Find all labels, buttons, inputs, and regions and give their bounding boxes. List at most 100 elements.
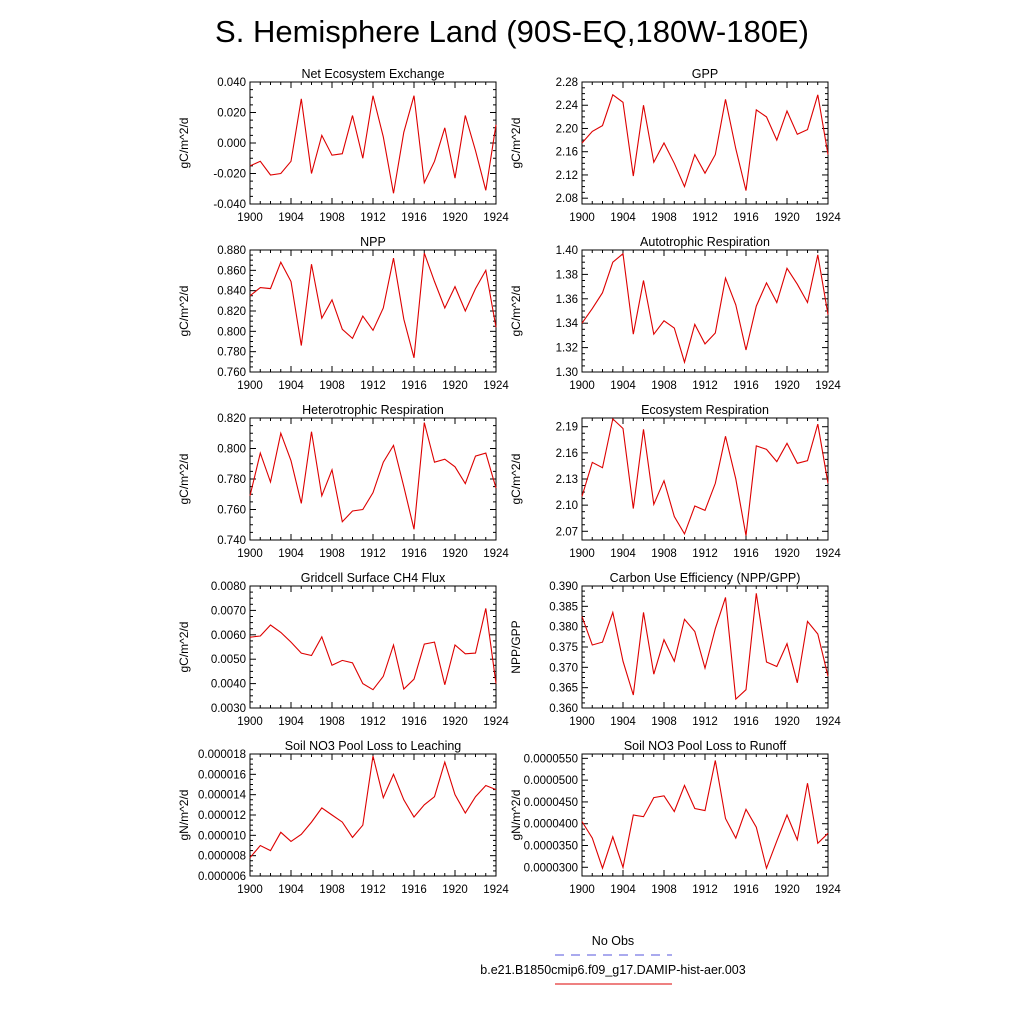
y-tick-label: 0.740 xyxy=(217,535,246,547)
y-tick-label: 2.16 xyxy=(556,448,578,460)
legend-label-obs: No Obs xyxy=(592,934,634,948)
chart-panel-1: GPP 2.28 2.24 2.20 2.16 2.12 2.08 1900 1904 1908 1… xyxy=(509,67,841,224)
y-tick-label: 2.08 xyxy=(556,193,578,205)
chart-panel-3: Autotrophic Respiration 1.40 1.38 1.36 1.34 1… xyxy=(509,235,841,392)
chart-panel-4: Heterotrophic Respiration 0.820 0.800 0.780… xyxy=(177,403,509,560)
x-tick-label: 1916 xyxy=(733,548,759,560)
x-tick-label: 1900 xyxy=(237,212,263,224)
y-tick-label: 0.000 xyxy=(217,138,246,150)
y-tick-label: 0.000018 xyxy=(198,749,246,761)
y-tick-label: 0.0000500 xyxy=(524,775,578,787)
panel-title: Ecosystem Respiration xyxy=(641,403,769,417)
x-tick-label: 1904 xyxy=(610,716,636,728)
x-tick-label: 1904 xyxy=(278,212,304,224)
x-tick-label: 1916 xyxy=(733,884,759,896)
plot-frame xyxy=(581,249,829,373)
plot-frame xyxy=(249,753,497,877)
y-tick-label: 1.34 xyxy=(556,318,579,330)
y-tick-label: 0.820 xyxy=(217,306,246,318)
x-tick-label: 1904 xyxy=(278,380,304,392)
y-tick-label: 0.860 xyxy=(217,265,246,277)
x-tick-label: 1908 xyxy=(651,548,677,560)
y-tick-label: 0.000016 xyxy=(198,769,246,781)
y-tick-label: 2.12 xyxy=(556,170,578,182)
panel-title: Soil NO3 Pool Loss to Leaching xyxy=(285,739,462,753)
x-tick-label: 1908 xyxy=(651,380,677,392)
x-tick-label: 1924 xyxy=(815,548,841,560)
x-tick-label: 1924 xyxy=(483,380,509,392)
series-line xyxy=(581,93,829,191)
y-axis-label: NPP/GPP xyxy=(509,620,523,673)
x-tick-label: 1916 xyxy=(401,380,427,392)
x-tick-label: 1900 xyxy=(569,380,595,392)
y-axis-label: gC/m^2/d xyxy=(177,118,191,169)
x-tick-label: 1904 xyxy=(278,548,304,560)
y-tick-label: 0.0000550 xyxy=(524,753,578,765)
y-axis-label: gC/m^2/d xyxy=(177,454,191,505)
plot-frame xyxy=(249,249,497,373)
y-axis-label: gC/m^2/d xyxy=(509,286,523,337)
y-axis-label: gC/m^2/d xyxy=(509,454,523,505)
x-tick-label: 1912 xyxy=(360,380,386,392)
x-tick-label: 1908 xyxy=(319,380,345,392)
legend-label-model: b.e21.B1850cmip6.f09_g17.DAMIP-hist-aer.… xyxy=(480,963,745,977)
y-tick-label: 0.375 xyxy=(549,642,578,654)
y-tick-label: 0.0030 xyxy=(211,703,246,715)
y-tick-label: 0.020 xyxy=(217,108,246,120)
y-tick-label: 2.24 xyxy=(556,100,579,112)
y-tick-label: 0.760 xyxy=(217,505,246,517)
series-line xyxy=(249,755,497,859)
x-tick-label: 1924 xyxy=(483,212,509,224)
y-tick-label: 0.0000350 xyxy=(524,841,578,853)
y-tick-label: 0.000014 xyxy=(198,790,247,802)
x-tick-label: 1924 xyxy=(483,716,509,728)
plot-frame xyxy=(581,753,829,877)
y-tick-label: 0.880 xyxy=(217,245,246,257)
x-tick-label: 1916 xyxy=(401,548,427,560)
plot-frame xyxy=(249,417,497,541)
series-line xyxy=(249,95,497,194)
x-tick-label: 1908 xyxy=(651,716,677,728)
y-tick-label: 0.0080 xyxy=(211,581,246,593)
y-tick-label: 0.0000400 xyxy=(524,819,578,831)
y-axis-label: gC/m^2/d xyxy=(177,286,191,337)
x-tick-label: 1908 xyxy=(651,884,677,896)
x-tick-label: 1904 xyxy=(610,380,636,392)
x-tick-label: 1904 xyxy=(278,884,304,896)
series-line xyxy=(581,760,829,871)
plot-frame xyxy=(581,417,829,541)
y-tick-label: 0.000006 xyxy=(198,871,246,883)
x-tick-label: 1912 xyxy=(692,380,718,392)
y-tick-label: 2.28 xyxy=(556,77,578,89)
y-tick-label: 0.000008 xyxy=(198,851,246,863)
x-tick-label: 1900 xyxy=(569,212,595,224)
x-tick-label: 1920 xyxy=(442,716,468,728)
x-tick-label: 1900 xyxy=(237,884,263,896)
x-tick-label: 1904 xyxy=(610,548,636,560)
legend: No Obs b.e21.B1850cmip6.f09_g17.DAMIP-hi… xyxy=(480,934,746,985)
y-tick-label: 0.390 xyxy=(549,581,578,593)
series-line xyxy=(249,252,497,358)
panel-title: Gridcell Surface CH4 Flux xyxy=(301,571,446,585)
y-tick-label: 0.365 xyxy=(549,683,578,695)
y-tick-label: -0.020 xyxy=(213,169,246,181)
x-tick-label: 1908 xyxy=(319,212,345,224)
x-tick-label: 1912 xyxy=(692,548,718,560)
figure-title: S. Hemisphere Land (90S-EQ,180W-180E) xyxy=(215,14,809,49)
x-tick-label: 1920 xyxy=(442,212,468,224)
y-tick-label: 0.370 xyxy=(549,662,578,674)
x-tick-label: 1912 xyxy=(692,212,718,224)
plot-frame xyxy=(581,585,829,709)
y-tick-label: 0.820 xyxy=(217,413,246,425)
x-tick-label: 1916 xyxy=(401,212,427,224)
y-tick-label: 2.13 xyxy=(556,474,578,486)
y-tick-label: 2.20 xyxy=(556,123,578,135)
x-tick-label: 1904 xyxy=(610,884,636,896)
series-line xyxy=(581,252,829,365)
x-tick-label: 1912 xyxy=(692,884,718,896)
chart-panel-6: Gridcell Surface CH4 Flux 0.0080 0.0070 0.0… xyxy=(177,571,509,728)
y-tick-label: 0.780 xyxy=(217,474,246,486)
x-tick-label: 1920 xyxy=(774,884,800,896)
x-tick-label: 1904 xyxy=(610,212,636,224)
